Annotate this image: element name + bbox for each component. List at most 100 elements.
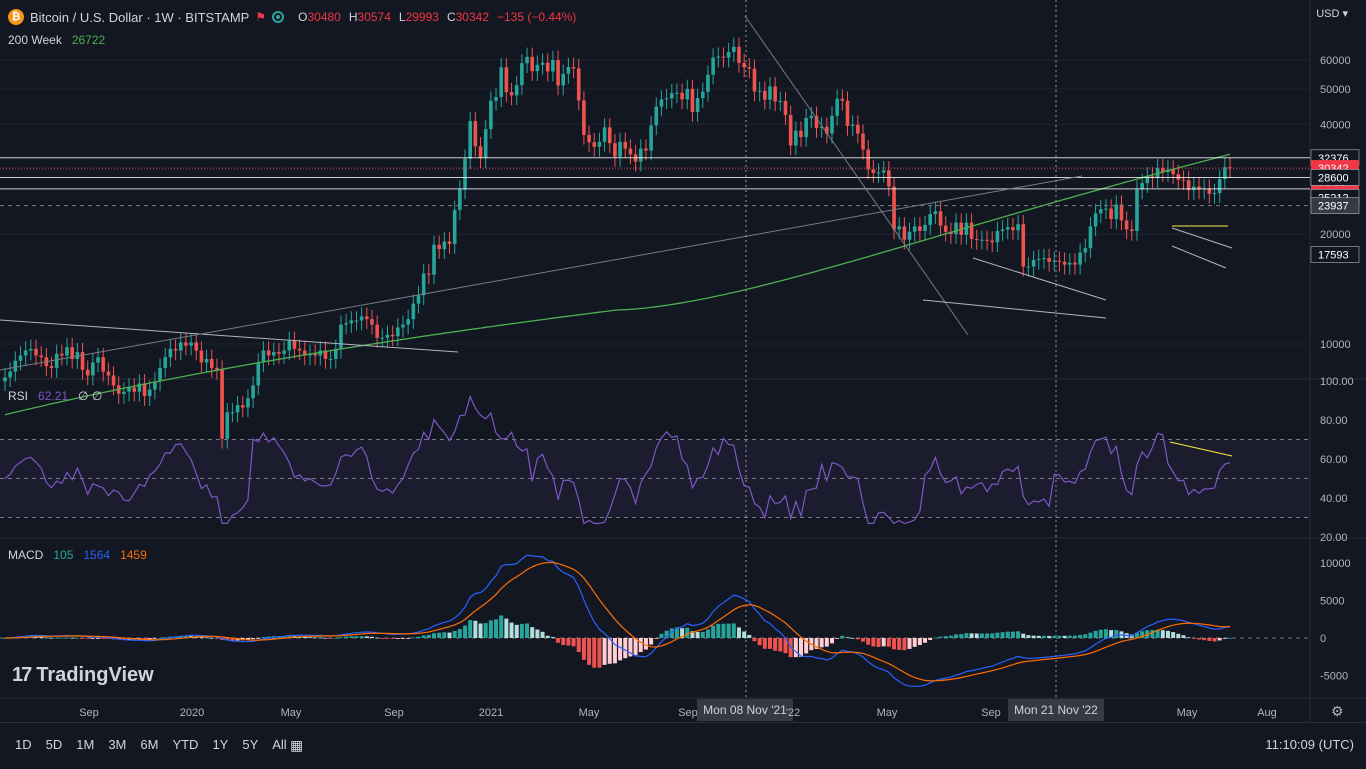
macd-histogram-bar — [933, 637, 938, 639]
candle — [1088, 226, 1093, 249]
candle — [788, 115, 793, 146]
macd-histogram-bar — [514, 624, 519, 638]
timeframe-5d[interactable]: 5D — [45, 737, 63, 752]
timeframe-all[interactable]: All — [272, 737, 287, 752]
macd-legend[interactable]: MACD 105 1564 1459 — [8, 548, 147, 562]
candle — [504, 67, 509, 93]
macd-histogram-bar — [1093, 630, 1098, 638]
macd-histogram-bar — [1217, 638, 1222, 641]
rsi-legend[interactable]: RSI 62.21 ∅ ∅ — [8, 389, 103, 403]
currency-selector[interactable]: USD ▾ — [1316, 8, 1348, 20]
macd-histogram-bar — [1005, 631, 1010, 638]
macd-histogram-bar — [1212, 638, 1217, 642]
candle — [34, 348, 38, 356]
macd-histogram-bar — [1207, 638, 1212, 641]
macd-histogram-bar — [90, 638, 95, 639]
macd-histogram-bar — [576, 638, 581, 653]
macd-histogram-bar — [907, 638, 912, 649]
x-tick-label: May — [1177, 707, 1198, 719]
candle — [101, 357, 106, 372]
candle — [654, 106, 659, 126]
x-tick-label: May — [877, 707, 898, 719]
macd-histogram-bar — [700, 631, 705, 638]
macd-histogram-bar — [106, 638, 111, 639]
candle — [840, 98, 845, 101]
timeframe-1d[interactable]: 1D — [15, 737, 32, 752]
candle — [297, 348, 302, 351]
candle — [111, 375, 116, 386]
macd-histogram-bar — [416, 636, 421, 638]
rsi-line — [4, 394, 1231, 525]
clock[interactable]: 11:10:09 (UTC) — [1265, 737, 1354, 752]
timeframe-1m[interactable]: 1M — [76, 737, 95, 752]
candle — [1181, 179, 1186, 181]
price-label: 23937 — [1318, 201, 1349, 213]
candle — [685, 88, 690, 100]
candle — [1207, 188, 1212, 194]
candle — [644, 148, 648, 151]
macd-histogram-bar — [680, 628, 685, 638]
timeframe-1y[interactable]: 1Y — [212, 737, 229, 752]
macd-histogram-bar — [804, 638, 809, 654]
candle — [664, 98, 669, 100]
timeframe-5y[interactable]: 5Y — [242, 737, 259, 752]
calendar-icon[interactable]: ▦ — [290, 737, 304, 753]
macd-histogram-bar — [1134, 632, 1139, 638]
candle — [1171, 169, 1175, 175]
macd-histogram-bar — [380, 638, 385, 639]
candle — [132, 387, 137, 392]
candle — [876, 172, 881, 174]
candle — [1000, 229, 1005, 231]
candle — [980, 239, 984, 241]
macd-histogram-bar — [452, 631, 457, 638]
macd-histogram-bar — [400, 638, 405, 639]
candle — [147, 389, 152, 397]
gear-icon[interactable]: ⚙ — [1331, 703, 1344, 719]
candle — [742, 62, 746, 68]
macd-histogram-bar — [411, 637, 416, 639]
candle — [866, 149, 870, 170]
macd-histogram-bar — [659, 633, 664, 638]
candle — [1083, 248, 1088, 253]
macd-histogram-bar — [1155, 629, 1160, 638]
x-tick-label: May — [281, 707, 302, 719]
ma-legend[interactable]: 200 Week 26722 — [8, 33, 106, 47]
macd-histogram-bar — [142, 638, 147, 640]
macd-histogram-bar — [1165, 630, 1170, 638]
candle — [845, 100, 850, 126]
candle — [292, 340, 297, 349]
candle — [344, 323, 348, 325]
symbol-title[interactable]: Bitcoin / U.S. Dollar · 1W · BITSTAMP — [30, 9, 250, 25]
flag-icon[interactable]: ⚑ — [255, 10, 267, 24]
candle — [830, 115, 834, 134]
macd-histogram-bar — [1036, 635, 1041, 638]
macd-histogram-bar — [178, 635, 183, 638]
timeframe-ytd[interactable]: YTD — [172, 737, 199, 752]
chart-canvas[interactable]: 1000020000300004000050000600003237630342… — [0, 0, 1366, 722]
macd-histogram-bar — [49, 637, 54, 639]
macd-histogram-bar — [705, 629, 710, 638]
candle — [240, 405, 245, 408]
macd-histogram-bar — [307, 637, 312, 638]
candle — [804, 118, 808, 138]
timeframe-3m[interactable]: 3M — [108, 737, 127, 752]
candle — [23, 350, 28, 356]
rsi-tick: 80.00 — [1320, 415, 1348, 427]
candle — [856, 124, 860, 134]
y-tick-label: 10000 — [1320, 339, 1351, 351]
candle — [933, 211, 938, 215]
trendline — [744, 15, 969, 336]
candle — [1217, 179, 1222, 194]
timeframe-6m[interactable]: 6M — [140, 737, 159, 752]
macd-tick: -5000 — [1320, 671, 1348, 683]
market-status-icon[interactable] — [272, 11, 285, 23]
rsi-tick: 60.00 — [1320, 454, 1348, 466]
macd-histogram-bar — [638, 638, 643, 653]
candle — [1026, 266, 1031, 268]
candle — [1114, 204, 1119, 220]
macd-histogram-bar — [830, 638, 835, 644]
macd-histogram-bar — [344, 636, 349, 638]
candle — [530, 56, 535, 72]
macd-histogram-bar — [669, 628, 674, 638]
candle — [390, 334, 395, 337]
